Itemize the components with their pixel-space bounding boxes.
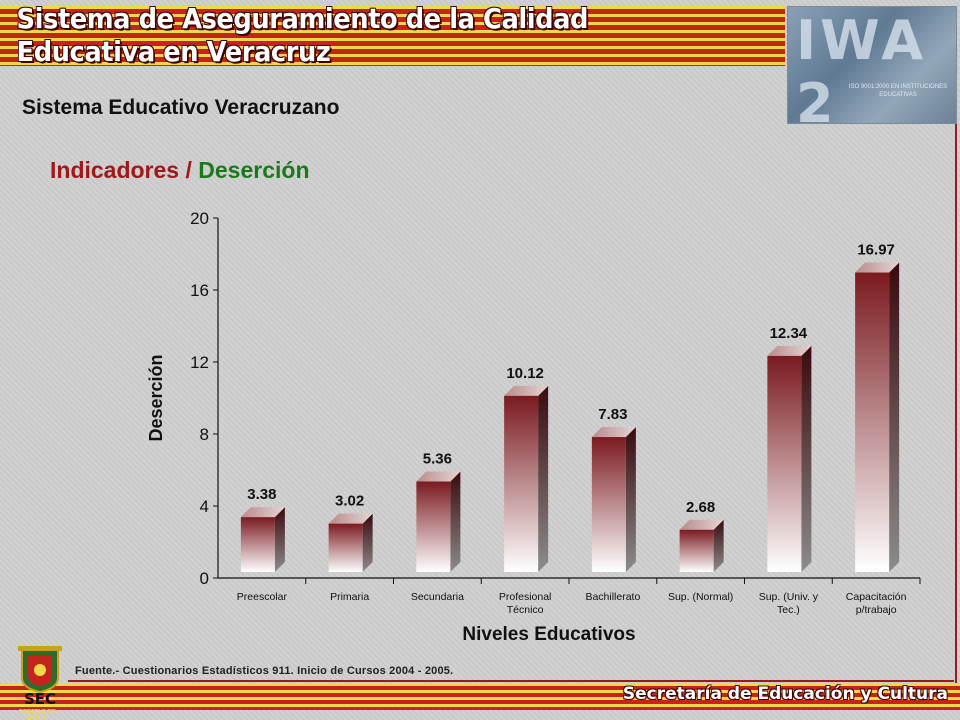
section-title-separator: /	[179, 157, 199, 183]
bar-top	[679, 519, 724, 530]
bar-side	[274, 507, 285, 572]
bar-chart: 0 4 8 12 16 20 Deserción 3.38 Preescolar 3.02 Prim…	[140, 200, 930, 655]
x-tick-label: Capacitación	[846, 591, 907, 603]
bar	[855, 272, 890, 572]
bar-value-label: 3.02	[335, 493, 364, 510]
bar	[591, 437, 626, 572]
y-tick-label: 4	[200, 497, 209, 516]
bar	[679, 529, 714, 572]
x-tick-label: Primaria	[330, 591, 369, 603]
bar-value-label: 2.68	[686, 499, 715, 516]
x-tick-label: Profesional	[499, 591, 552, 603]
bar-top	[767, 345, 812, 356]
side-divider	[955, 124, 957, 684]
bar-top	[328, 513, 373, 524]
bar-side	[801, 345, 812, 572]
sec-logo-label: SEC	[23, 690, 57, 708]
x-tick-label: p/trabajo	[856, 604, 897, 616]
bar-side	[450, 471, 461, 572]
y-tick-label: 8	[200, 425, 209, 444]
bar-value-label: 5.36	[423, 451, 452, 468]
bar-side	[362, 513, 373, 572]
y-tick-label: 20	[190, 209, 209, 228]
bar-top	[416, 471, 461, 482]
bar-top	[591, 427, 636, 438]
source-note: Fuente.- Cuestionarios Estadísticos 911.…	[75, 665, 454, 677]
bar	[416, 481, 451, 572]
x-tick-label: Secundaria	[411, 591, 464, 603]
chart-svg: 0 4 8 12 16 20 Deserción 3.38 Preescolar 3.02 Prim…	[146, 209, 921, 645]
footer-divider	[68, 680, 954, 682]
y-tick-label: 16	[190, 281, 209, 300]
page-subtitle: Sistema Educativo Veracruzano	[22, 96, 340, 119]
bar-value-label: 3.38	[247, 486, 276, 503]
bar	[767, 355, 802, 572]
bar-value-label: 12.34	[770, 325, 808, 342]
x-tick-label: Preescolar	[237, 591, 288, 603]
x-axis-label: Niveles Educativos	[462, 624, 635, 645]
bar-side	[625, 427, 636, 572]
y-tick-label: 0	[200, 569, 209, 588]
bar-side	[889, 262, 900, 572]
footer-bar	[0, 683, 960, 710]
bar-value-label: 7.83	[598, 406, 627, 423]
bar	[504, 395, 539, 572]
section-title-desercion: Deserción	[198, 157, 310, 183]
header-title: Sistema de Aseguramiento de la Calidad E…	[16, 2, 589, 68]
iwa-logo: IWA 2 ISO 9001:2000 EN INSTITUCIONES EDU…	[787, 6, 957, 124]
section-title: Indicadores / Deserción	[50, 157, 310, 184]
footer-org-title: Secretaría de Educación y Cultura	[622, 684, 948, 704]
y-tick-label: 12	[190, 353, 209, 372]
iwa-logo-subtext: ISO 9001:2000 EN INSTITUCIONES EDUCATIVA…	[848, 84, 948, 98]
bar-top	[855, 262, 900, 273]
bar	[240, 517, 275, 572]
y-axis-label: Deserción	[146, 354, 166, 441]
x-tick-label: Sup. (Univ. y	[759, 591, 819, 603]
sec-shield-icon	[18, 646, 62, 694]
x-tick-label: Tec.)	[777, 604, 800, 616]
x-tick-label: Sup. (Normal)	[668, 591, 733, 603]
bar-value-label: 16.97	[857, 242, 895, 259]
bar-side	[713, 519, 724, 572]
bar-top	[240, 507, 285, 518]
iwa-logo-text: IWA 2	[796, 9, 928, 124]
x-tick-label: Técnico	[507, 604, 544, 616]
bar-value-label: 10.12	[506, 365, 544, 382]
bar	[328, 523, 363, 572]
x-tick-label: Bachillerato	[585, 591, 640, 603]
sec-logo-small-text: GOBIERNO DEL ESTADO	[18, 709, 58, 720]
bar-top	[504, 385, 549, 396]
header-stripes	[0, 6, 785, 66]
section-title-indicadores: Indicadores	[50, 157, 180, 183]
bar-side	[538, 385, 549, 572]
